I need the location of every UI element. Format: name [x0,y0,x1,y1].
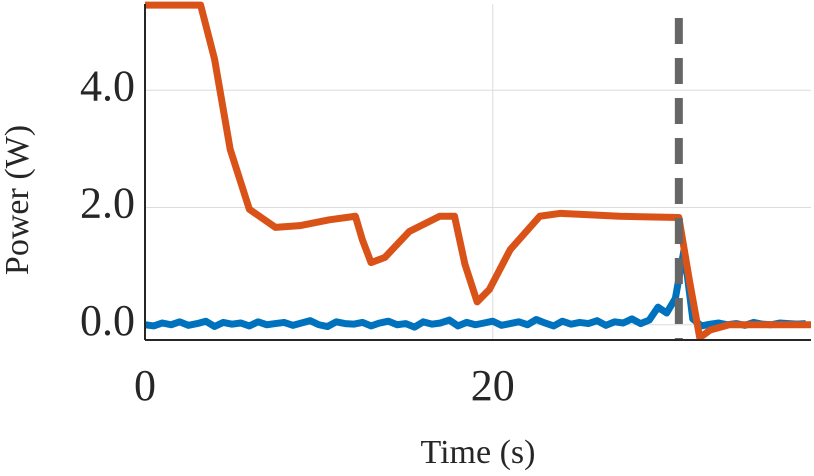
grid [144,4,811,340]
y-tick-label: 4.0 [80,61,135,110]
y-tick-label: 2.0 [80,179,135,228]
plot-area [145,1,811,341]
x-axis-label: Time (s) [421,434,536,471]
line-series [145,1,811,341]
x-tick-label: 20 [471,361,515,410]
y-tick-label: 0.0 [80,296,135,345]
y-axis-label: Power (W) [0,125,36,275]
x-tick-label: 0 [134,361,156,410]
